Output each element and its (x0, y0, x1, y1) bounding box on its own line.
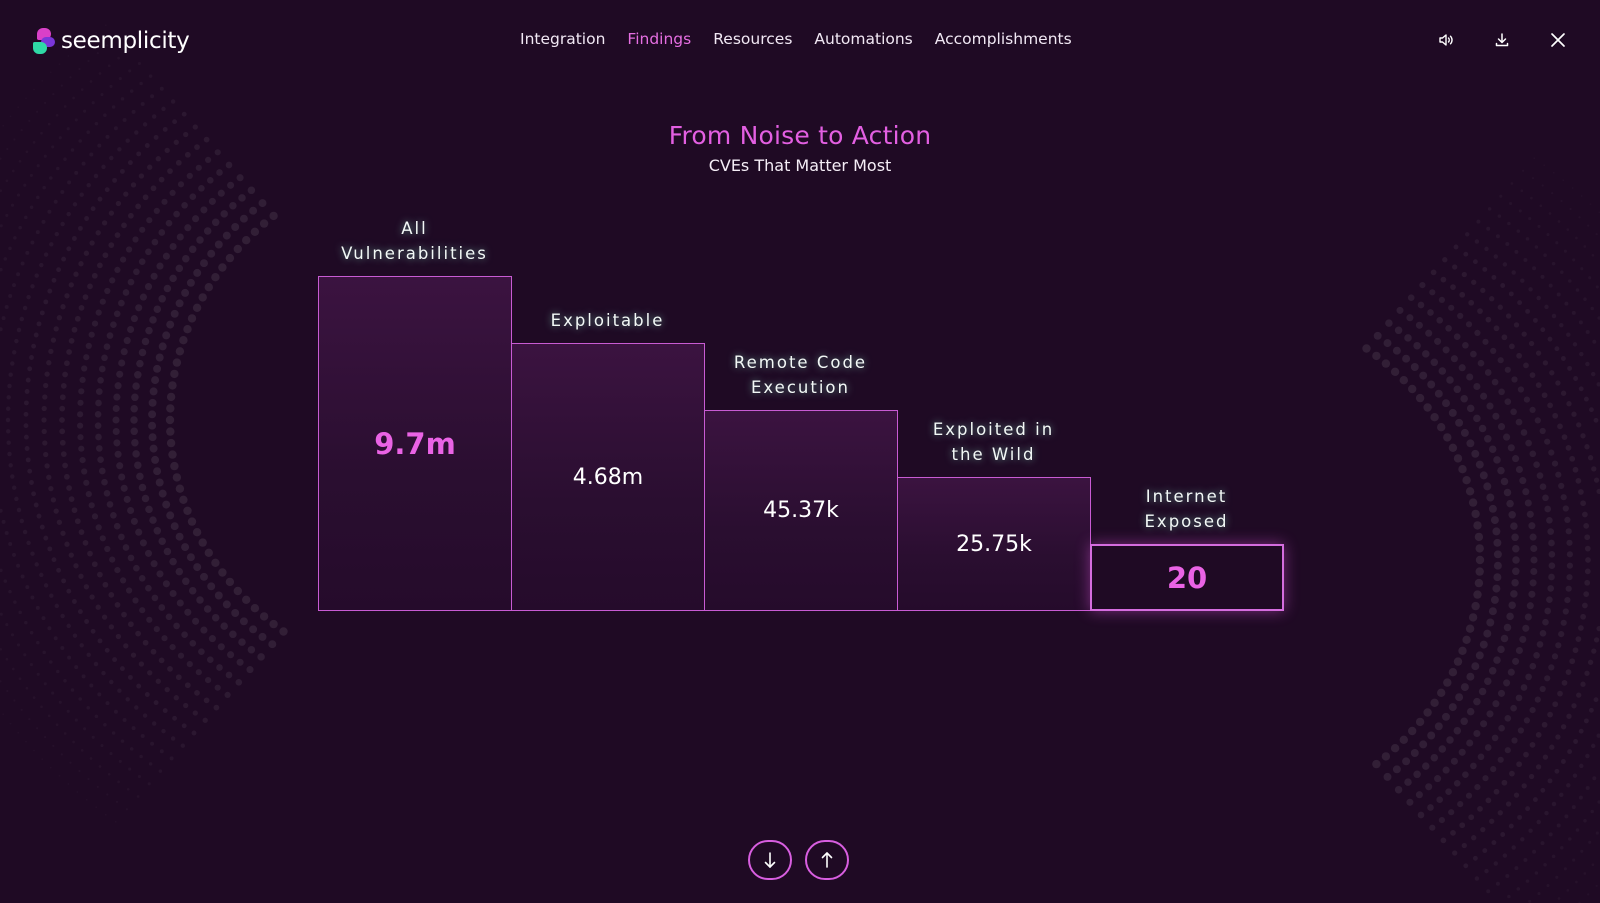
slide-subtitle: CVEs That Matter Most (708, 156, 892, 175)
nav-item-automations[interactable]: Automations (814, 30, 913, 48)
close-icon[interactable] (1546, 28, 1570, 52)
download-icon[interactable] (1490, 28, 1514, 52)
bar-category-label: Internet Exposed (1144, 487, 1229, 531)
funnel-bar: 20 (1090, 544, 1284, 611)
bar-value-label: 4.68m (572, 464, 644, 490)
scroll-down-button[interactable] (748, 840, 792, 880)
funnel-bar: 25.75k (897, 477, 1091, 611)
nav-item-accomplishments[interactable]: Accomplishments (934, 30, 1072, 48)
nav-item-integration[interactable]: Integration (520, 30, 606, 48)
top-bar: seemplicity Integration Findings Resourc… (0, 0, 1600, 84)
bar-value-label: 45.37k (763, 498, 839, 523)
logo-mark-icon (33, 28, 55, 54)
arrow-down-icon (764, 852, 776, 868)
logo-text: seemplicity (61, 28, 190, 54)
slide-title: From Noise to Action (668, 121, 932, 150)
bar-category-label: Exploitable (550, 311, 665, 330)
arrow-up-icon (821, 852, 833, 868)
scroll-up-button[interactable] (805, 840, 849, 880)
bar-value-label: 20 (1166, 560, 1208, 595)
bar-category-label: Exploited in the Wild (932, 420, 1055, 464)
main-nav: Integration Findings Resources Automatio… (520, 30, 1072, 48)
funnel-bar: 4.68m (511, 343, 705, 611)
bar-category-label: All Vulnerabilities (341, 219, 488, 263)
speaker-icon[interactable] (1434, 28, 1458, 52)
funnel-bar: 9.7m (318, 276, 512, 611)
nav-item-resources[interactable]: Resources (713, 30, 793, 48)
bar-value-label: 25.75k (956, 531, 1032, 557)
top-right-controls (1434, 28, 1570, 52)
bar-category-label: Remote Code Execution (733, 353, 868, 397)
nav-item-findings[interactable]: Findings (627, 30, 692, 48)
seemplicity-logo[interactable]: seemplicity (33, 27, 190, 55)
bar-value-label: 9.7m (374, 426, 456, 461)
funnel-bar: 45.37k (704, 410, 898, 611)
